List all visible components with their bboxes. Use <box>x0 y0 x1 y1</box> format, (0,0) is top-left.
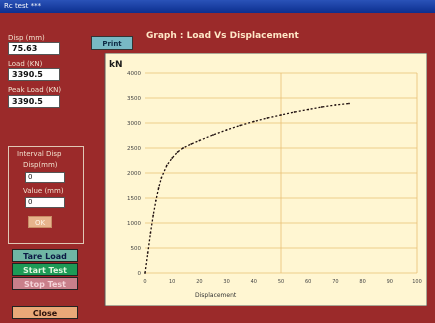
disp-label: Disp (mm) <box>8 34 45 42</box>
window-title: Rc test *** <box>4 2 42 10</box>
x-tick-label: 50 <box>278 279 284 285</box>
y-axis-label: kN <box>109 60 123 70</box>
y-tick-label: 1000 <box>127 221 141 227</box>
data-point <box>198 139 201 142</box>
data-point <box>239 124 242 127</box>
y-axis-ticks: 4000 3500 3000 2500 2000 1500 1000 500 0 <box>127 71 142 277</box>
start-test-button[interactable]: Start Test <box>12 263 78 276</box>
load-label: Load (KN) <box>8 60 43 68</box>
data-point <box>280 114 282 116</box>
stop-test-button[interactable]: Stop Test <box>12 277 78 290</box>
peak-load-readout: 3390.5 <box>8 95 60 108</box>
data-point <box>252 120 255 123</box>
y-tick-label: 1500 <box>127 196 141 202</box>
load-displacement-chart: 4000 3500 3000 2500 2000 1500 1000 500 0 0 10 20 30… <box>104 53 427 306</box>
peak-load-label: Peak Load (KN) <box>8 86 62 94</box>
data-point <box>160 177 163 179</box>
x-axis-ticks: 0 10 20 30 40 50 60 70 80 90 100 <box>143 279 421 285</box>
data-point <box>334 104 337 106</box>
data-point <box>176 151 179 153</box>
interval-settings-title: Interval Disp <box>17 150 62 158</box>
data-point <box>293 111 296 113</box>
data-point <box>149 232 152 234</box>
data-point <box>152 214 155 217</box>
tare-load-button[interactable]: Tare Load <box>12 249 78 262</box>
x-axis-label: Displacement <box>195 292 237 299</box>
y-tick-label: 2000 <box>127 171 141 177</box>
y-tick-label: 2500 <box>127 146 141 152</box>
ok-button[interactable]: OK <box>28 216 52 228</box>
app-panel: Disp (mm) 75.63 Load (KN) 3390.5 Peak Lo… <box>0 13 435 323</box>
print-button[interactable]: Print <box>91 36 133 50</box>
data-point <box>307 108 310 111</box>
y-tick-label: 0 <box>138 271 142 277</box>
x-tick-label: 90 <box>387 279 393 285</box>
disp-readout: 75.63 <box>8 42 60 55</box>
data-point <box>320 106 323 108</box>
x-tick-label: 60 <box>305 279 311 285</box>
interval-field1-input[interactable]: 0 <box>25 172 65 183</box>
data-point <box>144 272 146 274</box>
x-tick-label: 80 <box>359 279 365 285</box>
data-point <box>225 129 228 131</box>
y-tick-label: 3500 <box>127 96 141 102</box>
plot-background <box>104 53 427 306</box>
interval-field1-label: Disp(mm) <box>23 161 58 169</box>
load-readout: 3390.5 <box>8 68 60 81</box>
x-tick-label: 70 <box>332 279 338 285</box>
window-titlebar: Rc test *** <box>0 0 435 13</box>
data-point <box>190 143 193 145</box>
y-tick-label: 4000 <box>127 71 141 77</box>
data-point <box>154 199 157 202</box>
graph-title: Graph : Load Vs Displacement <box>146 31 299 41</box>
data-point <box>266 117 269 119</box>
grid-lines <box>145 72 418 274</box>
data-point <box>182 147 184 149</box>
interval-field2-input[interactable]: 0 <box>25 197 65 208</box>
interval-field2-label: Value (mm) <box>23 187 64 195</box>
interval-settings-group: Interval Disp Disp(mm) 0 Value (mm) 0 <box>8 146 84 244</box>
data-point <box>157 187 160 189</box>
x-tick-label: 100 <box>412 279 422 285</box>
data-point <box>348 102 350 105</box>
data-point <box>165 164 168 167</box>
close-button[interactable]: Close <box>12 306 78 319</box>
x-tick-label: 20 <box>196 279 202 285</box>
data-point <box>171 157 174 159</box>
x-tick-label: 40 <box>251 279 257 285</box>
data-point <box>146 252 149 254</box>
x-tick-label: 0 <box>143 279 146 285</box>
data-point <box>212 134 214 136</box>
x-tick-label: 30 <box>223 279 229 285</box>
y-tick-label: 3000 <box>127 121 141 127</box>
y-tick-label: 500 <box>131 246 142 252</box>
x-tick-label: 10 <box>169 279 175 285</box>
load-series-points <box>144 102 350 274</box>
